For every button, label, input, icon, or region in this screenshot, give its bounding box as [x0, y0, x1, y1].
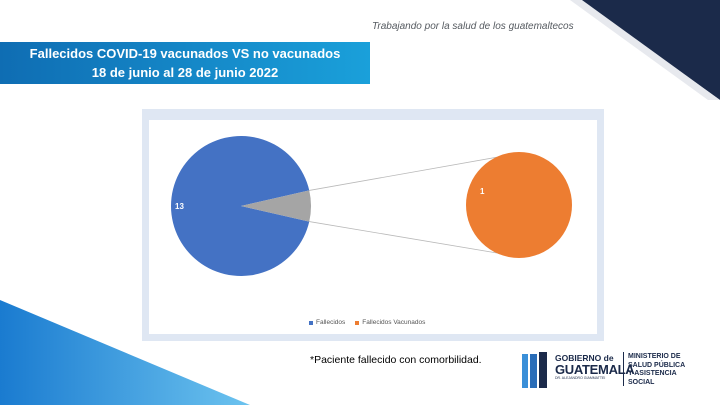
connector-line-top: [309, 153, 516, 191]
data-label-fallecidos: 13: [175, 202, 184, 211]
legend-item-fallecidos-vacunados: Fallecidos Vacunados: [355, 319, 425, 326]
pie-slice-fallecidos: [171, 136, 310, 276]
gov-line2: GUATEMALA: [555, 361, 635, 377]
gov-line3: DR. ALEJANDRO GIAMMATTEI: [555, 375, 606, 380]
guatemala-flag-logo-icon: [522, 352, 547, 388]
ministry-logo: GOBIERNO de GUATEMALA DR. ALEJANDRO GIAM…: [522, 350, 712, 392]
corner-decoration-top-right: [570, 0, 720, 100]
gov-line1: GOBIERNO de: [555, 353, 614, 363]
data-label-fallecidos-vacunados: 1: [480, 187, 485, 196]
pie-of-pie-chart: 13 1: [171, 136, 572, 276]
legend-swatch-fallecidos-vacunados: [355, 320, 360, 325]
legend-item-fallecidos: Fallecidos: [309, 319, 345, 326]
chart-frame: 13 1 Fallecidos Fallecidos Vacunados: [142, 109, 604, 341]
ministry-name: MINISTERIO DE SALUD PÚBLICA Y ASISTENCIA…: [628, 353, 686, 386]
chart-title: Fallecidos COVID-19 vacunados VS no vacu…: [29, 46, 341, 61]
pie-slice-other: [241, 190, 311, 222]
footnote: *Paciente fallecido con comorbilidad.: [310, 354, 482, 366]
tagline: Trabajando por la salud de los guatemalt…: [372, 21, 574, 32]
legend-swatch-fallecidos: [309, 320, 313, 325]
connector-line-bottom: [309, 221, 516, 257]
chart-legend: Fallecidos Fallecidos Vacunados: [309, 319, 425, 326]
title-banner: Fallecidos COVID-19 vacunados VS no vacu…: [0, 42, 370, 84]
legend-label-fallecidos-vacunados: Fallecidos Vacunados: [362, 319, 426, 326]
chart-area: 13 1 Fallecidos Fallecidos Vacunados: [149, 120, 597, 334]
corner-decoration-bottom-left: [0, 300, 250, 405]
government-wordmark: GOBIERNO de GUATEMALA DR. ALEJANDRO GIAM…: [555, 353, 635, 380]
logo-divider: [623, 352, 624, 386]
date-range: 18 de junio al 28 de junio 2022: [91, 65, 279, 80]
legend-label-fallecidos: Fallecidos: [316, 319, 346, 326]
pie-slice-fallecidos-vacunados: [466, 152, 572, 258]
